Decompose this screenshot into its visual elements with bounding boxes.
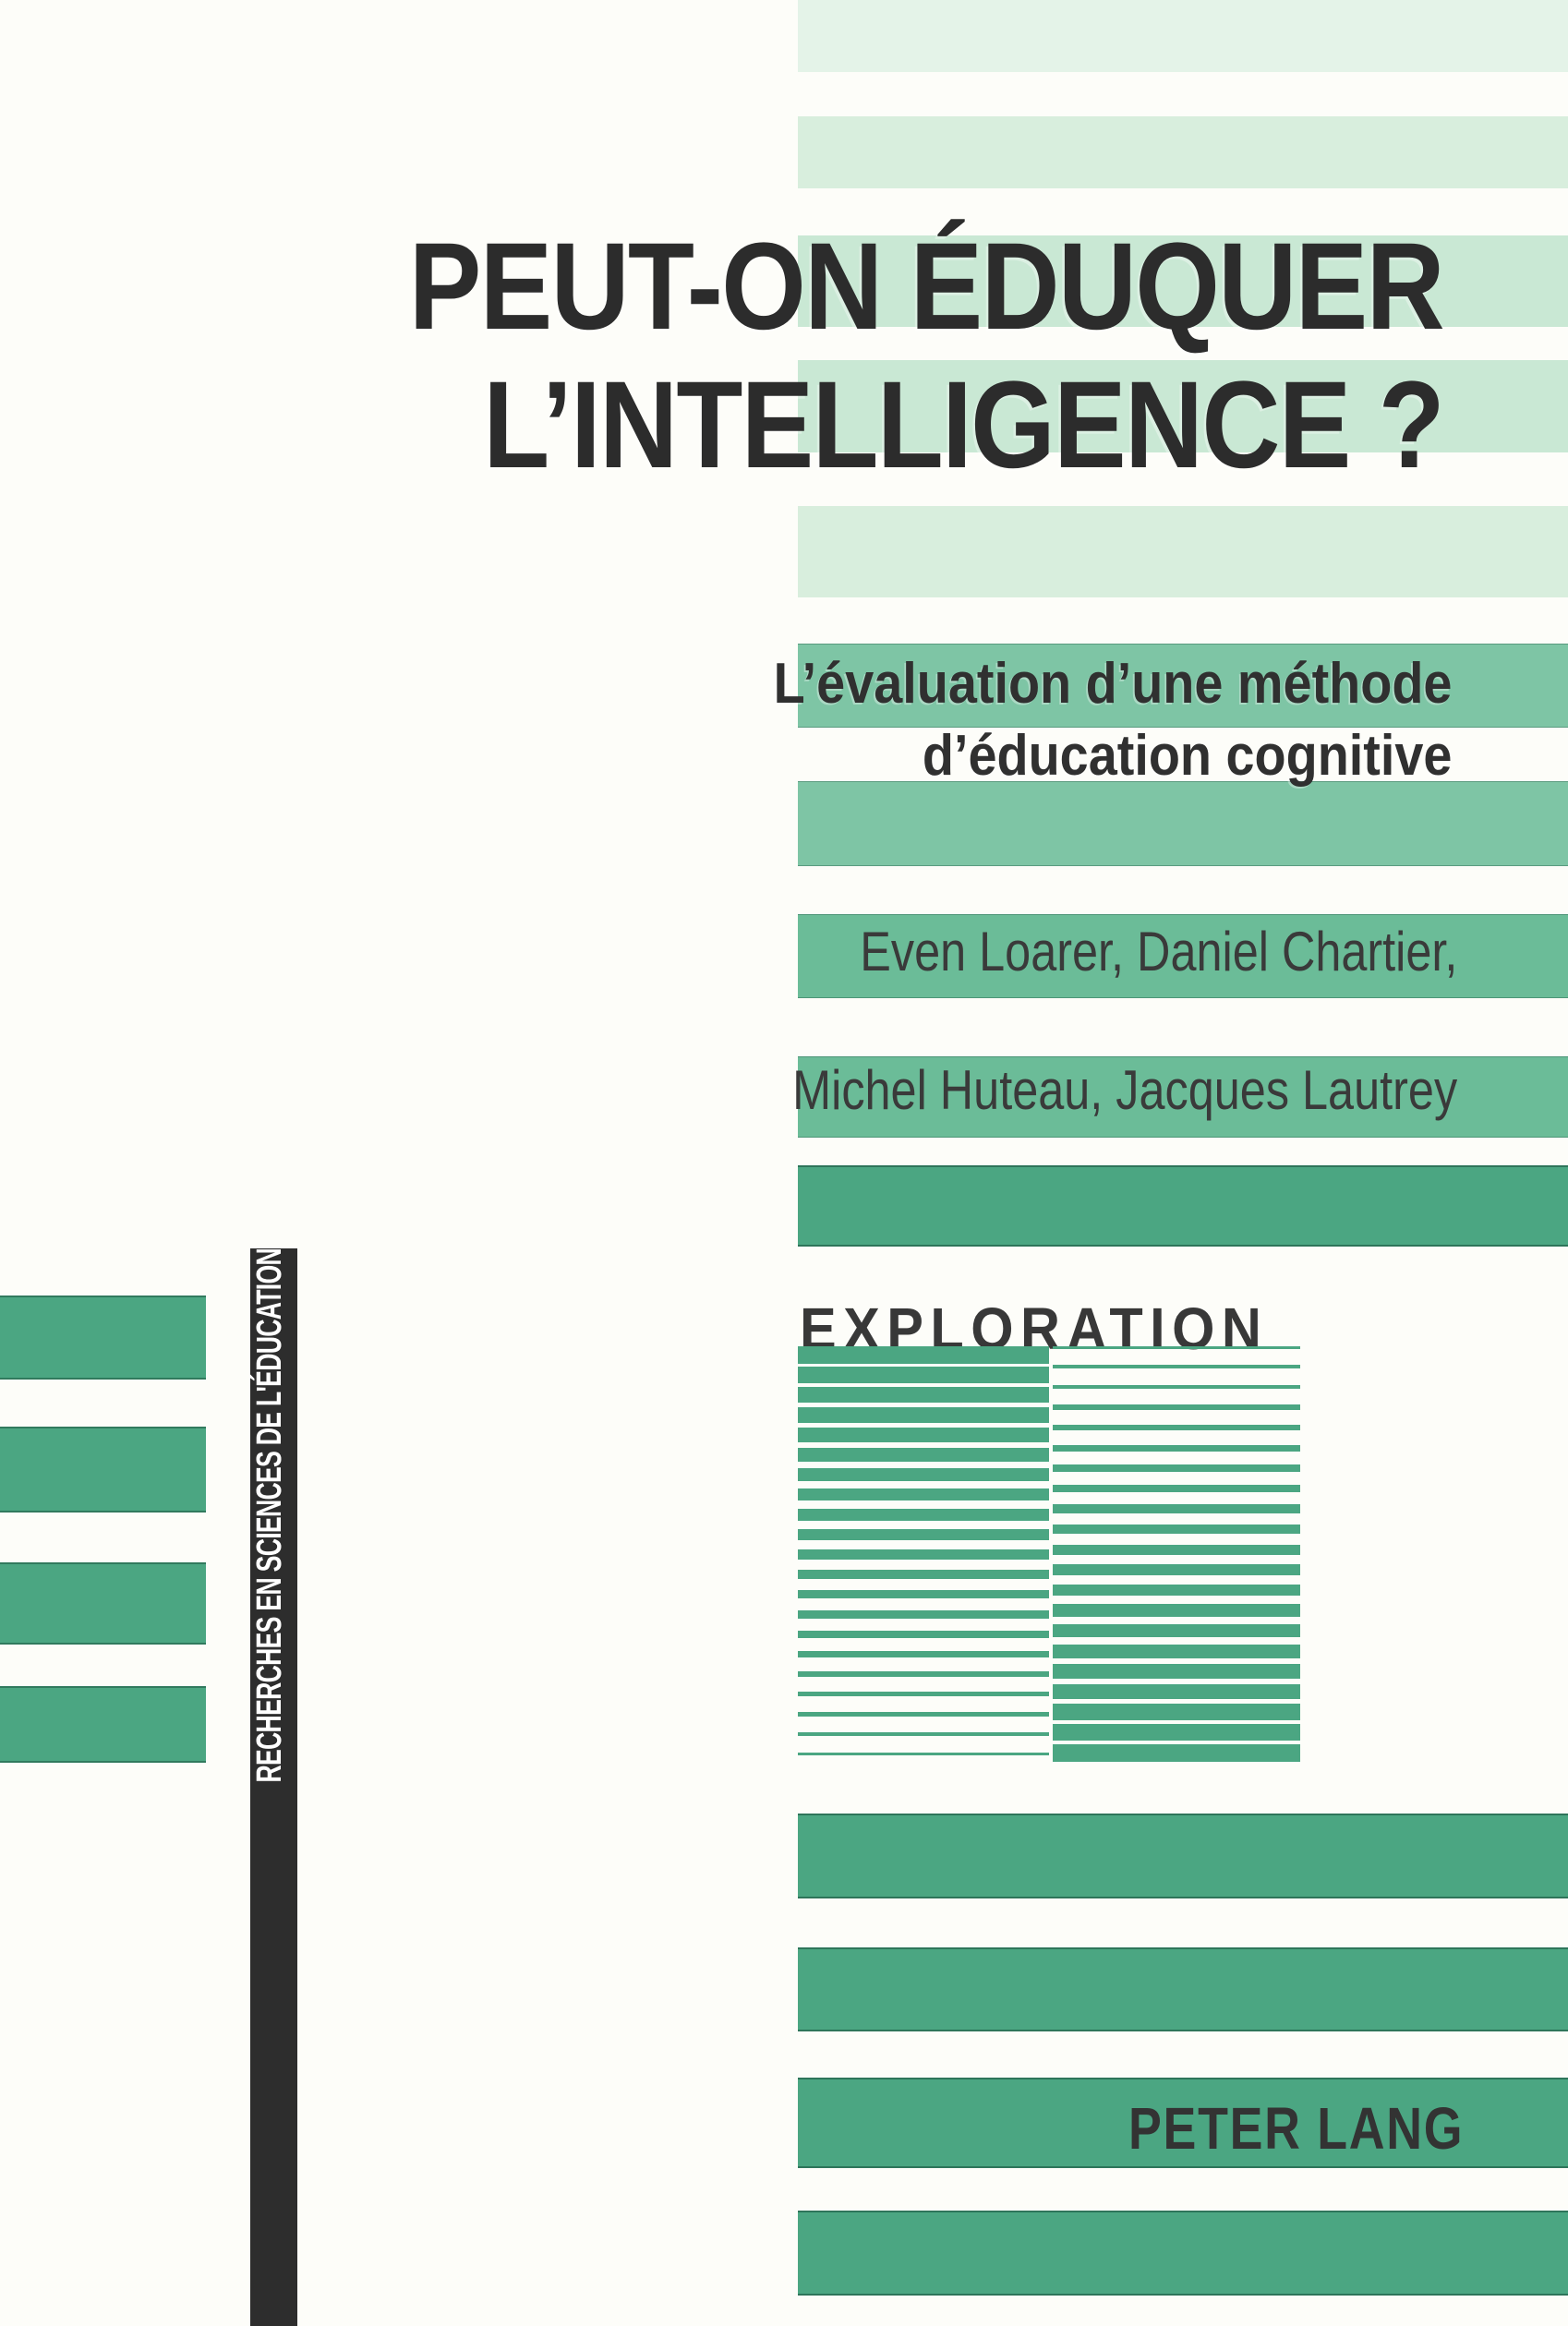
stripe-right-row: [1053, 1384, 1300, 1390]
stripe-square-right: [1053, 1346, 1300, 1771]
stripe-left-row: [798, 1651, 1049, 1657]
stripe-right-row: [1053, 1604, 1300, 1617]
stripe-right-row: [1053, 1524, 1300, 1535]
stripe-right-row: [1053, 1346, 1300, 1349]
solid-green-band-4: [798, 2211, 1568, 2296]
stripe-right-row: [1053, 1683, 1300, 1700]
solid-green-band-2: [798, 1814, 1568, 1898]
stripe-left-row: [798, 1448, 1049, 1462]
stripe-right-row: [1053, 1704, 1300, 1720]
stripe-right-row: [1053, 1484, 1300, 1493]
title-highlight-band-1: [798, 235, 1568, 327]
stripe-left-row: [798, 1631, 1049, 1638]
stripe-right-row: [1053, 1404, 1300, 1410]
top-stripe-2: [798, 116, 1568, 188]
title-highlight-band-2: [798, 360, 1568, 452]
stripe-right-row: [1053, 1584, 1300, 1597]
stripe-left-row: [798, 1407, 1049, 1423]
stripe-left-row: [798, 1671, 1049, 1678]
solid-green-band-1: [798, 1165, 1568, 1247]
stripe-left-row: [798, 1488, 1049, 1501]
stripe-left-row: [798, 1468, 1049, 1482]
stripe-left-row: [798, 1387, 1049, 1404]
stripe-right-row: [1053, 1564, 1300, 1575]
stripe-left-row: [798, 1346, 1049, 1364]
stripe-left-row: [798, 1732, 1049, 1736]
spine-black-bar: [250, 1248, 297, 2326]
top-stripe-1: [798, 0, 1568, 72]
stripe-right-row: [1053, 1544, 1300, 1555]
left-green-bar-4: [0, 1686, 206, 1763]
left-green-bar-1: [0, 1296, 206, 1380]
stripe-left-row: [798, 1610, 1049, 1619]
subtitle-highlight-band-1: [798, 644, 1568, 728]
stripe-right-row: [1053, 1464, 1300, 1472]
stripe-left-row: [798, 1529, 1049, 1540]
stripe-left-row: [798, 1753, 1049, 1755]
book-title: PEUT-ON ÉDUQUER L’INTELLIGENCE ?: [268, 218, 1445, 495]
publisher-band: [798, 2078, 1568, 2168]
authors-line-1: Even Loarer, Daniel Chartier,: [859, 921, 1457, 982]
stripe-left-row: [798, 1549, 1049, 1560]
spine-series-label-text: RECHERCHES EN SCIENCES DE L'ÉDUCATION: [250, 1247, 289, 1783]
stripe-right-row: [1053, 1743, 1300, 1762]
publisher-name: PETER LANG: [1128, 2095, 1465, 2162]
author-highlight-band-1: [798, 914, 1568, 998]
stripe-right-row: [1053, 1723, 1300, 1741]
book-subtitle: L’évaluation d’une méthode d’éducation c…: [698, 648, 1452, 792]
author-highlight-band-2: [798, 1056, 1568, 1138]
mid-stripe: [798, 506, 1568, 597]
stripe-left-row: [798, 1367, 1049, 1384]
stripe-left-row: [798, 1509, 1049, 1521]
stripe-right-row: [1053, 1664, 1300, 1679]
left-green-bar-3: [0, 1562, 206, 1645]
stripe-right-row: [1053, 1365, 1300, 1368]
stripe-right-row: [1053, 1424, 1300, 1431]
stripe-right-row: [1053, 1444, 1300, 1452]
stripe-left-row: [798, 1570, 1049, 1580]
book-subtitle-line-2: d’éducation cognitive: [922, 724, 1452, 788]
stripe-left-row: [798, 1428, 1049, 1442]
spine-series-label: RECHERCHES EN SCIENCES DE L'ÉDUCATION: [250, 1247, 297, 1870]
authors-line-2: Michel Huteau, Jacques Lautrey: [792, 1059, 1457, 1121]
stripe-left-row: [798, 1692, 1049, 1697]
stripe-square-left: [798, 1346, 1049, 1771]
stripe-right-row: [1053, 1623, 1300, 1638]
book-title-line-1: PEUT-ON ÉDUQUER: [408, 218, 1445, 356]
subtitle-highlight-band-2: [798, 781, 1568, 866]
stripe-left-row: [798, 1590, 1049, 1599]
book-subtitle-line-1: L’évaluation d’une méthode: [773, 652, 1452, 716]
stripe-right-row: [1053, 1504, 1300, 1513]
book-title-line-2: L’INTELLIGENCE ?: [483, 356, 1444, 494]
stripe-right-row: [1053, 1644, 1300, 1658]
stripe-left-row: [798, 1712, 1049, 1717]
series-stripe-square: [798, 1346, 1300, 1771]
solid-green-band-3: [798, 1947, 1568, 2031]
left-green-bar-2: [0, 1427, 206, 1513]
